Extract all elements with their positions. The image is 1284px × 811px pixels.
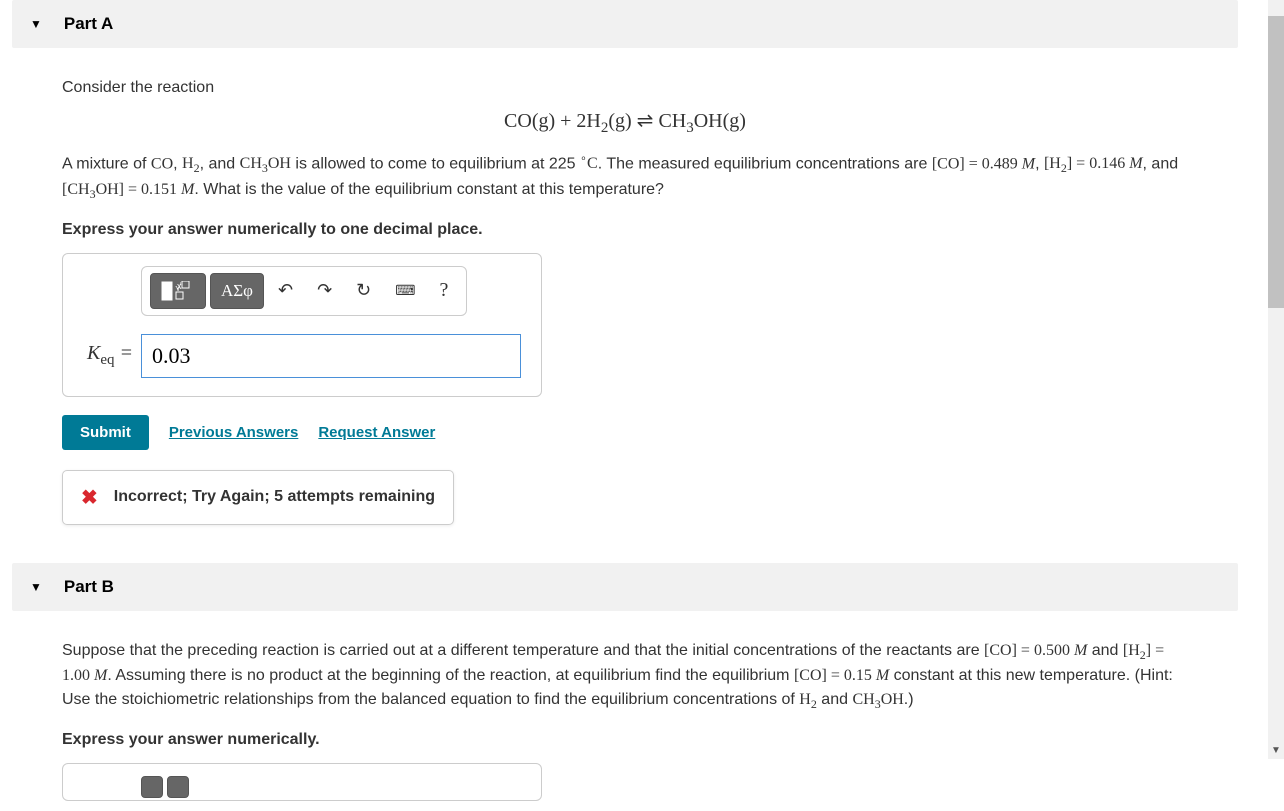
previous-answers-link[interactable]: Previous Answers <box>169 424 299 441</box>
part-a-equation: CO(g) + 2H2(g) ⇌ CH3OH(g) <box>62 108 1188 137</box>
caret-down-icon: ▼ <box>30 17 42 31</box>
answer-row: Keq = <box>75 334 529 378</box>
keyboard-icon: ⌨ <box>395 282 415 299</box>
answer-input[interactable] <box>141 334 521 378</box>
incorrect-icon: ✖ <box>81 485 98 510</box>
part-a-body: Consider the reaction CO(g) + 2H2(g) ⇌ C… <box>12 48 1238 555</box>
equation-toolbar: x√ ΑΣφ ↶ ↷ ↻ ⌨ ? <box>141 266 467 316</box>
reset-button[interactable]: ↻ <box>346 274 381 307</box>
scrollbar-thumb[interactable] <box>1268 16 1284 308</box>
undo-button[interactable]: ↶ <box>268 274 303 307</box>
redo-button[interactable]: ↷ <box>307 274 342 307</box>
scrollbar-down-icon[interactable]: ▼ <box>1268 743 1284 759</box>
keyboard-button[interactable]: ⌨ <box>385 276 425 305</box>
part-b-header[interactable]: ▼ Part B <box>12 563 1238 611</box>
part-a-intro: Consider the reaction <box>62 76 1188 100</box>
fraction-icon: x√ <box>161 281 195 301</box>
submit-row: Submit Previous Answers Request Answer <box>62 415 1188 450</box>
templates-button[interactable]: x√ <box>150 273 206 309</box>
answer-box-b <box>62 763 542 801</box>
scrollbar-up-icon[interactable] <box>1268 0 1284 16</box>
answer-box-a: x√ ΑΣφ ↶ ↷ ↻ ⌨ ? Keq = <box>62 253 542 397</box>
content-wrapper: ▼ Part A Consider the reaction CO(g) + 2… <box>0 0 1250 811</box>
svg-text:√: √ <box>175 282 182 294</box>
caret-down-icon: ▼ <box>30 580 42 594</box>
greek-button-b[interactable] <box>167 776 189 798</box>
greek-button[interactable]: ΑΣφ <box>210 273 264 309</box>
part-b-instruct: Express your answer numerically. <box>62 731 1188 749</box>
part-a-instruct: Express your answer numerically to one d… <box>62 221 1188 239</box>
part-a-header[interactable]: ▼ Part A <box>12 0 1238 48</box>
scrollbar-track[interactable]: ▼ <box>1268 0 1284 759</box>
part-a-title: Part A <box>64 14 113 34</box>
answer-label: Keq = <box>87 342 133 369</box>
help-button[interactable]: ? <box>429 273 458 308</box>
templates-button-b[interactable] <box>141 776 163 798</box>
feedback-box: ✖ Incorrect; Try Again; 5 attempts remai… <box>62 470 454 525</box>
request-answer-link[interactable]: Request Answer <box>318 424 435 441</box>
feedback-text: Incorrect; Try Again; 5 attempts remaini… <box>114 488 435 506</box>
part-a-question: A mixture of CO, H2, and CH3OH is allowe… <box>62 151 1188 203</box>
part-b-title: Part B <box>64 577 114 597</box>
part-b-body: Suppose that the preceding reaction is c… <box>12 611 1238 811</box>
submit-button[interactable]: Submit <box>62 415 149 450</box>
part-b-question: Suppose that the preceding reaction is c… <box>62 639 1188 713</box>
